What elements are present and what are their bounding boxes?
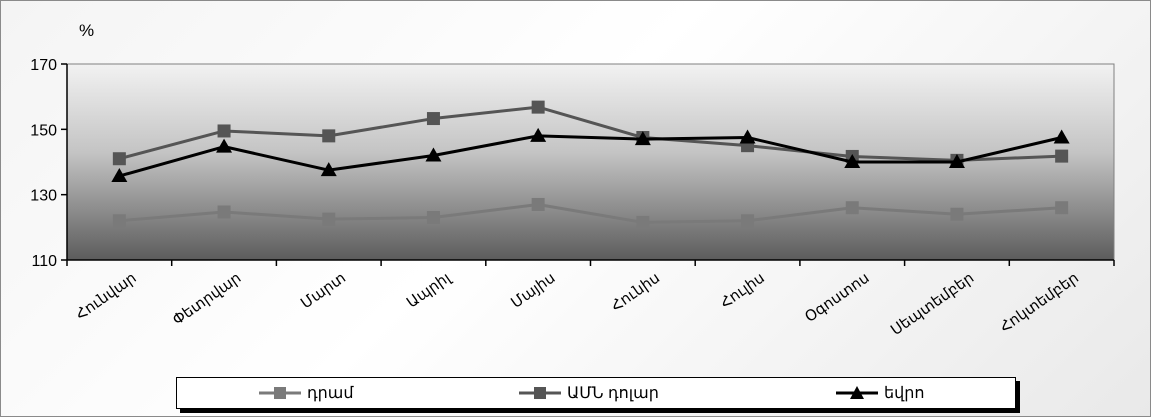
x-tick-label: Օգոստոս bbox=[802, 269, 873, 326]
legend-swatch-dram bbox=[259, 387, 301, 399]
series-group bbox=[111, 100, 1070, 229]
data-point-marker bbox=[531, 197, 545, 211]
legend-swatch-euro bbox=[836, 386, 878, 399]
x-tick-label: Մայիս bbox=[508, 269, 558, 311]
data-point-marker bbox=[426, 211, 440, 225]
x-tick-group: Հունվար Փետրվար Մարտ Ապրիլ Մայիս Հունիս Հուլիս… bbox=[66, 260, 1115, 339]
y-tick-label: 170 bbox=[30, 57, 57, 74]
data-point-marker bbox=[948, 154, 965, 168]
data-point-marker bbox=[530, 127, 547, 142]
data-point-marker bbox=[636, 215, 650, 229]
y-tick-label: 110 bbox=[31, 253, 57, 270]
data-point-marker bbox=[634, 131, 651, 146]
series-line-1 bbox=[118, 105, 1062, 162]
x-tick-label: Սեպտեմբեր bbox=[888, 269, 977, 339]
legend-item-usd: ԱՄՆ դոլար bbox=[517, 378, 659, 408]
x-tick-label: Հոկտեմբեր bbox=[997, 269, 1082, 336]
x-tick-label: Փետրվար bbox=[170, 269, 245, 328]
series-line-0 bbox=[119, 202, 1062, 224]
data-point-marker bbox=[950, 207, 964, 221]
series-line-2 bbox=[118, 134, 1062, 178]
x-tick-label: Մարտ bbox=[298, 269, 349, 312]
legend-label-dram: դրամ bbox=[307, 385, 354, 402]
legend-label-euro: եվրո bbox=[884, 385, 925, 402]
x-tick-label: Հունվար bbox=[73, 269, 140, 323]
data-point-marker bbox=[320, 162, 337, 177]
data-point-marker bbox=[217, 124, 231, 138]
data-point-marker bbox=[426, 112, 440, 126]
data-point-marker bbox=[216, 138, 233, 153]
y-unit-label: % bbox=[79, 21, 94, 40]
data-point-marker bbox=[112, 214, 126, 228]
data-point-marker bbox=[1055, 201, 1069, 215]
legend-item-euro: եվրո bbox=[834, 378, 925, 408]
y-tick-group: 110 130 150 170 bbox=[30, 57, 67, 270]
x-tick-label: Ապրիլ bbox=[404, 269, 455, 312]
data-point-marker bbox=[322, 129, 336, 143]
data-point-marker bbox=[425, 147, 442, 162]
legend-swatch-usd bbox=[519, 387, 561, 399]
data-point-marker bbox=[1053, 129, 1070, 144]
y-tick-label: 130 bbox=[30, 188, 57, 205]
y-tick-label: 150 bbox=[30, 122, 57, 139]
data-point-marker bbox=[845, 201, 859, 215]
data-point-marker bbox=[322, 212, 336, 226]
data-point-marker bbox=[844, 154, 861, 168]
x-tick-label: Հունիս bbox=[608, 269, 663, 315]
data-point-marker bbox=[112, 152, 126, 166]
data-point-marker bbox=[217, 205, 231, 219]
legend: դրամ ԱՄՆ դոլար եվրո bbox=[176, 377, 1016, 409]
data-point-marker bbox=[1055, 149, 1069, 163]
data-point-marker bbox=[741, 214, 755, 228]
data-point-marker bbox=[739, 129, 756, 144]
data-point-marker bbox=[531, 100, 545, 114]
legend-item-dram: դրամ bbox=[257, 378, 353, 408]
x-tick-label: Հուլիս bbox=[717, 269, 768, 312]
legend-label-usd: ԱՄՆ դոլար bbox=[567, 385, 659, 402]
data-point-marker bbox=[111, 168, 128, 183]
